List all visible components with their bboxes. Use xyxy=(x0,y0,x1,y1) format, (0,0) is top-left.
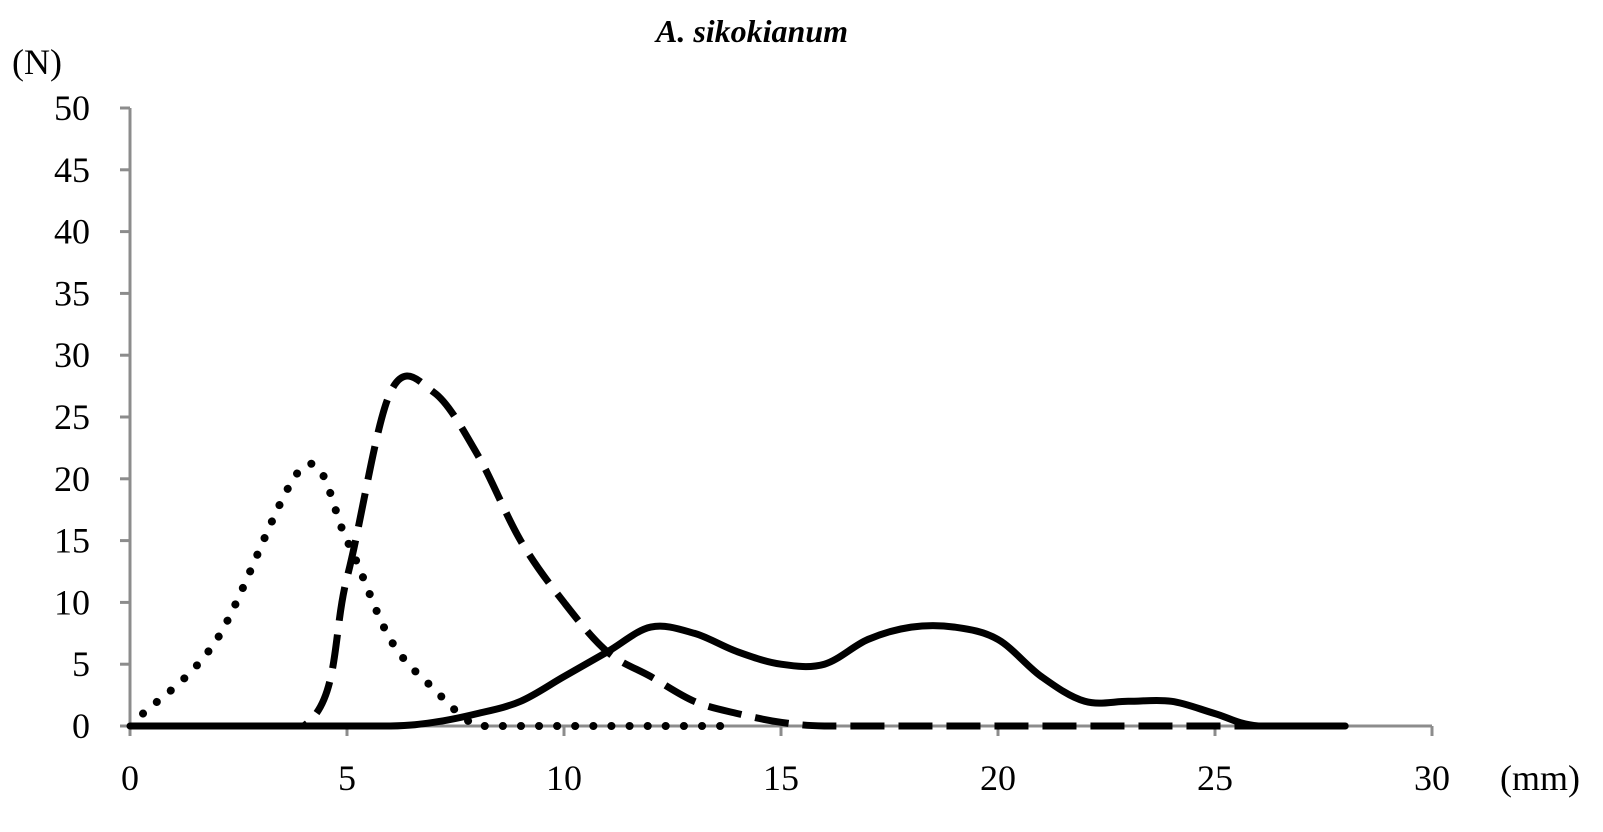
x-tick-label: 20 xyxy=(980,758,1016,798)
y-tick-label: 30 xyxy=(54,335,90,375)
y-tick-label: 15 xyxy=(54,521,90,561)
x-tick-label: 30 xyxy=(1414,758,1450,798)
y-tick-label: 5 xyxy=(72,644,90,684)
x-tick-label: 5 xyxy=(338,758,356,798)
y-tick-label: 25 xyxy=(54,397,90,437)
y-tick-label: 35 xyxy=(54,273,90,313)
series-line-dashed xyxy=(129,372,1346,730)
x-tick-label: 25 xyxy=(1197,758,1233,798)
x-axis-unit-label: (mm) xyxy=(1500,758,1580,798)
chart-title: A. sikokianum xyxy=(654,13,848,49)
y-tick-label: 20 xyxy=(54,459,90,499)
y-tick-label: 40 xyxy=(54,212,90,252)
y-tick-label: 45 xyxy=(54,150,90,190)
series-line-dotted xyxy=(139,459,742,731)
x-tick-label: 0 xyxy=(121,758,139,798)
series-group xyxy=(126,372,1349,731)
y-tick-label: 0 xyxy=(72,706,90,746)
y-axis-unit-label: (N) xyxy=(12,42,62,82)
series-line-solid xyxy=(126,622,1349,730)
axes: 0 5 10 15 20 25 30 35 40 45 50 0 5 10 15 20 25 30 xyxy=(54,88,1450,798)
y-tick-label: 50 xyxy=(54,88,90,128)
x-tick-label: 10 xyxy=(546,758,582,798)
y-tick-label: 10 xyxy=(54,582,90,622)
x-tick-label: 15 xyxy=(763,758,799,798)
